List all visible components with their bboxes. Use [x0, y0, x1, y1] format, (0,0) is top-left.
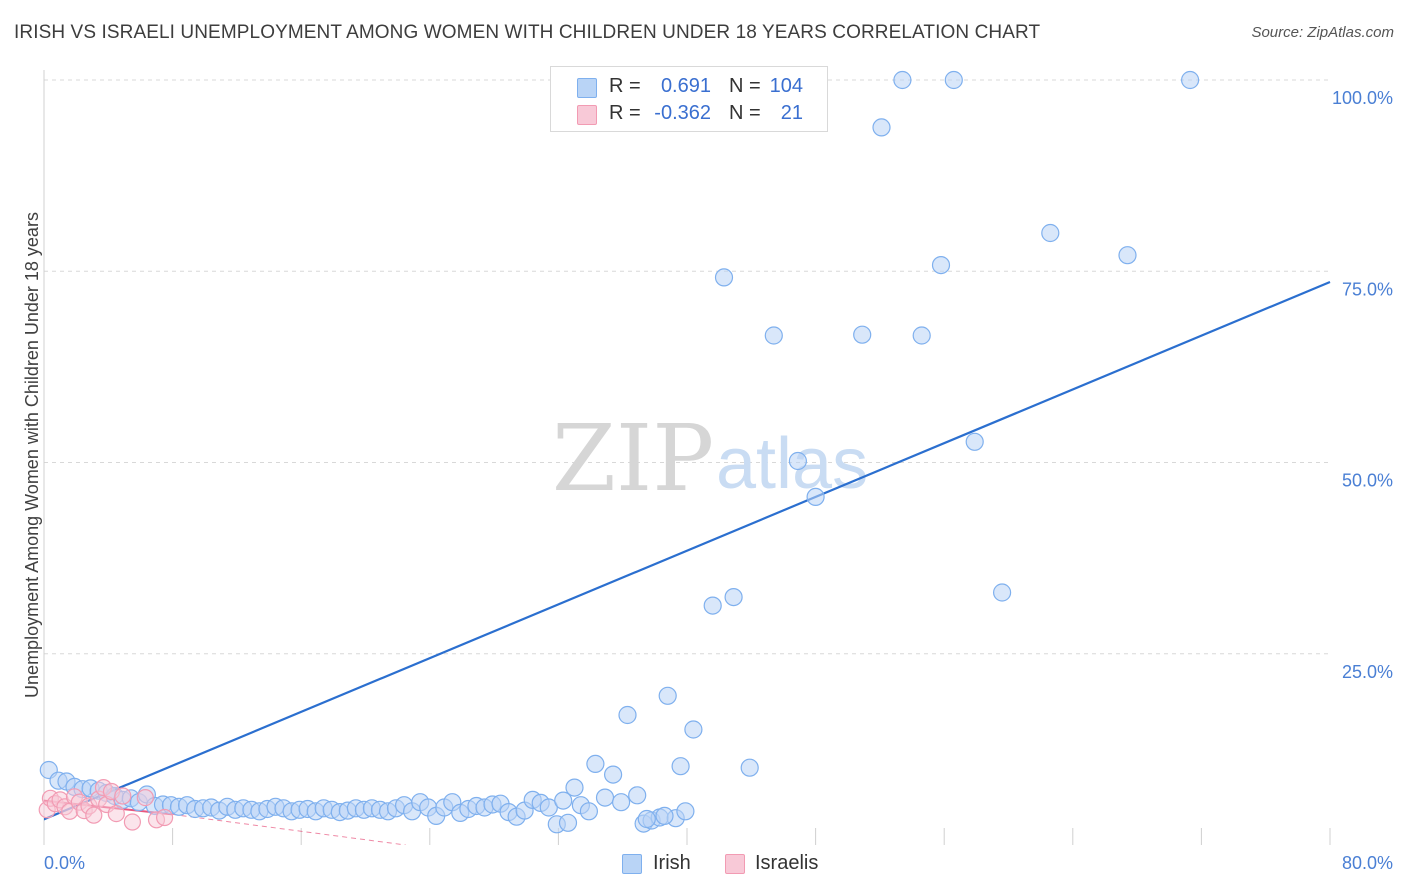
- irish-point: [603, 765, 623, 784]
- irish-point: [586, 754, 605, 774]
- y-axis-title: Unemployment Among Women with Children U…: [22, 212, 42, 698]
- irish-point: [740, 758, 759, 777]
- axes: [43, 70, 1331, 845]
- israelis-point: [107, 804, 125, 823]
- irish-point: [658, 686, 677, 705]
- source-label: Source: ZipAtlas.com: [1251, 24, 1394, 41]
- irish-swatch: [577, 78, 597, 98]
- israelis-point: [85, 806, 103, 824]
- irish-r-label: R =: [609, 75, 641, 97]
- irish-point: [872, 118, 891, 137]
- irish-point: [558, 813, 578, 832]
- irish-point: [628, 786, 647, 805]
- legend-irish-label: Irish: [653, 852, 691, 874]
- chart-title: IRISH VS ISRAELI UNEMPLOYMENT AMONG WOME…: [14, 22, 1041, 43]
- data-points: [38, 70, 1200, 834]
- irish-n-value: 104: [769, 75, 803, 97]
- israelis-point: [156, 808, 174, 827]
- irish-point: [912, 326, 931, 345]
- irish-point: [893, 70, 912, 90]
- israelis-n-value: 21: [780, 102, 803, 124]
- irish-point: [764, 326, 783, 345]
- irish-point: [1118, 246, 1137, 265]
- israelis-swatch: [577, 105, 597, 125]
- irish-point: [992, 583, 1012, 602]
- watermark-zip: ZIP: [552, 405, 714, 512]
- irish-r-value: 0.691: [660, 75, 711, 97]
- irish-point: [944, 70, 963, 90]
- irish-point: [853, 325, 872, 344]
- irish-point: [655, 806, 674, 826]
- irish-point: [1041, 223, 1060, 243]
- irish-point: [1180, 70, 1200, 90]
- legend-row-israelis: R = -0.362 N = 21: [551, 100, 827, 128]
- israelis-point: [123, 813, 141, 831]
- irish-point: [554, 791, 573, 810]
- legend-row-irish: R = 0.691 N = 104: [551, 73, 827, 101]
- tick-labels: 25.0% 50.0% 75.0% 100.0% 0.0% 80.0%: [44, 88, 1393, 873]
- legend-israelis-swatch: [725, 854, 745, 874]
- israelis-r-value: -0.362: [654, 102, 711, 124]
- irish-point: [806, 487, 825, 506]
- x-tick-label: 80.0%: [1342, 853, 1393, 873]
- y-tick-label: 100.0%: [1332, 88, 1393, 108]
- irish-point: [714, 268, 734, 287]
- legend-israelis-label: Israelis: [755, 852, 819, 874]
- irish-point: [618, 705, 637, 725]
- y-tick-label: 25.0%: [1342, 662, 1393, 682]
- x-tick-label: 0.0%: [44, 853, 85, 873]
- israelis-trend-extension: [172, 813, 406, 845]
- irish-point: [611, 793, 631, 812]
- irish-point: [965, 432, 984, 451]
- correlation-legend: R = 0.691 N = 104 R = -0.362 N = 21: [550, 66, 828, 132]
- irish-point: [565, 778, 584, 797]
- israelis-r-label: R =: [609, 102, 641, 124]
- irish-point: [788, 451, 808, 471]
- gridlines: [44, 79, 1330, 655]
- irish-point: [637, 809, 656, 829]
- israelis-point: [114, 787, 132, 805]
- irish-point: [579, 802, 599, 821]
- irish-point: [595, 788, 615, 807]
- israelis-point: [136, 788, 154, 807]
- irish-point: [684, 720, 703, 739]
- y-tick-label: 75.0%: [1342, 279, 1393, 299]
- irish-point: [703, 596, 722, 615]
- legend-irish-swatch: [622, 854, 642, 874]
- y-tick-label: 50.0%: [1342, 471, 1393, 491]
- irish-n-label: N =: [729, 75, 761, 97]
- israelis-n-label: N =: [729, 102, 761, 124]
- irish-point: [931, 256, 951, 275]
- irish-point: [671, 757, 690, 776]
- irish-point: [676, 802, 695, 821]
- irish-point: [724, 587, 743, 607]
